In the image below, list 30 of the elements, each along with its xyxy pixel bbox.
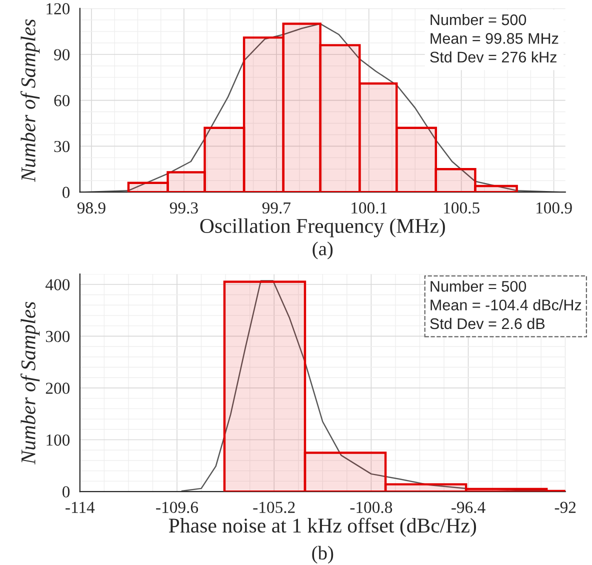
y-tick-label: 0 xyxy=(62,186,70,198)
x-tick-label: -105.2 xyxy=(253,502,295,514)
annotation: Number = 500 Mean = -104.4 dBc/Hz Std Dev = 2.6 dB xyxy=(430,280,582,330)
x-tick-label: 100.5 xyxy=(444,202,480,214)
y-tick-label: 0 xyxy=(62,486,70,498)
y-tick-label: 200 xyxy=(46,382,70,394)
y-axis-title: Number of Samples xyxy=(20,302,40,465)
y-tick-label: 60 xyxy=(54,94,70,106)
y-tick-label: 100 xyxy=(46,434,70,446)
y-tick-label: 30 xyxy=(54,140,70,152)
y-tick-label: 120 xyxy=(46,3,70,14)
y-axis-title: Number of Samples xyxy=(20,19,40,182)
x-tick-label: -109.6 xyxy=(156,502,198,514)
x-axis-title: Oscillation Frequency (MHz) xyxy=(200,218,445,238)
x-tick-label: -96.4 xyxy=(452,502,486,514)
y-tick-label: 400 xyxy=(46,279,70,290)
text: (b) xyxy=(312,546,334,564)
x-tick-label: 99.7 xyxy=(262,202,291,214)
x-axis-title: Phase noise at 1 kHz offset (dBc/Hz) xyxy=(168,518,476,537)
y-tick-label: 90 xyxy=(54,49,70,60)
x-tick-label: 100.9 xyxy=(536,202,572,214)
x-tick-label: -100.8 xyxy=(350,502,392,514)
x-tick-label: -114 xyxy=(66,502,95,513)
x-tick-label: 99.3 xyxy=(170,202,198,214)
text: (a) xyxy=(312,242,333,260)
x-tick-label: 98.9 xyxy=(77,202,106,214)
x-tick-label: -92 xyxy=(554,502,576,513)
x-tick-label: 100.1 xyxy=(352,202,387,214)
annotation: Number = 500 Mean = 99.85 MHz Std Dev = 276 kHz xyxy=(430,14,558,63)
y-tick-label: 300 xyxy=(46,330,70,342)
